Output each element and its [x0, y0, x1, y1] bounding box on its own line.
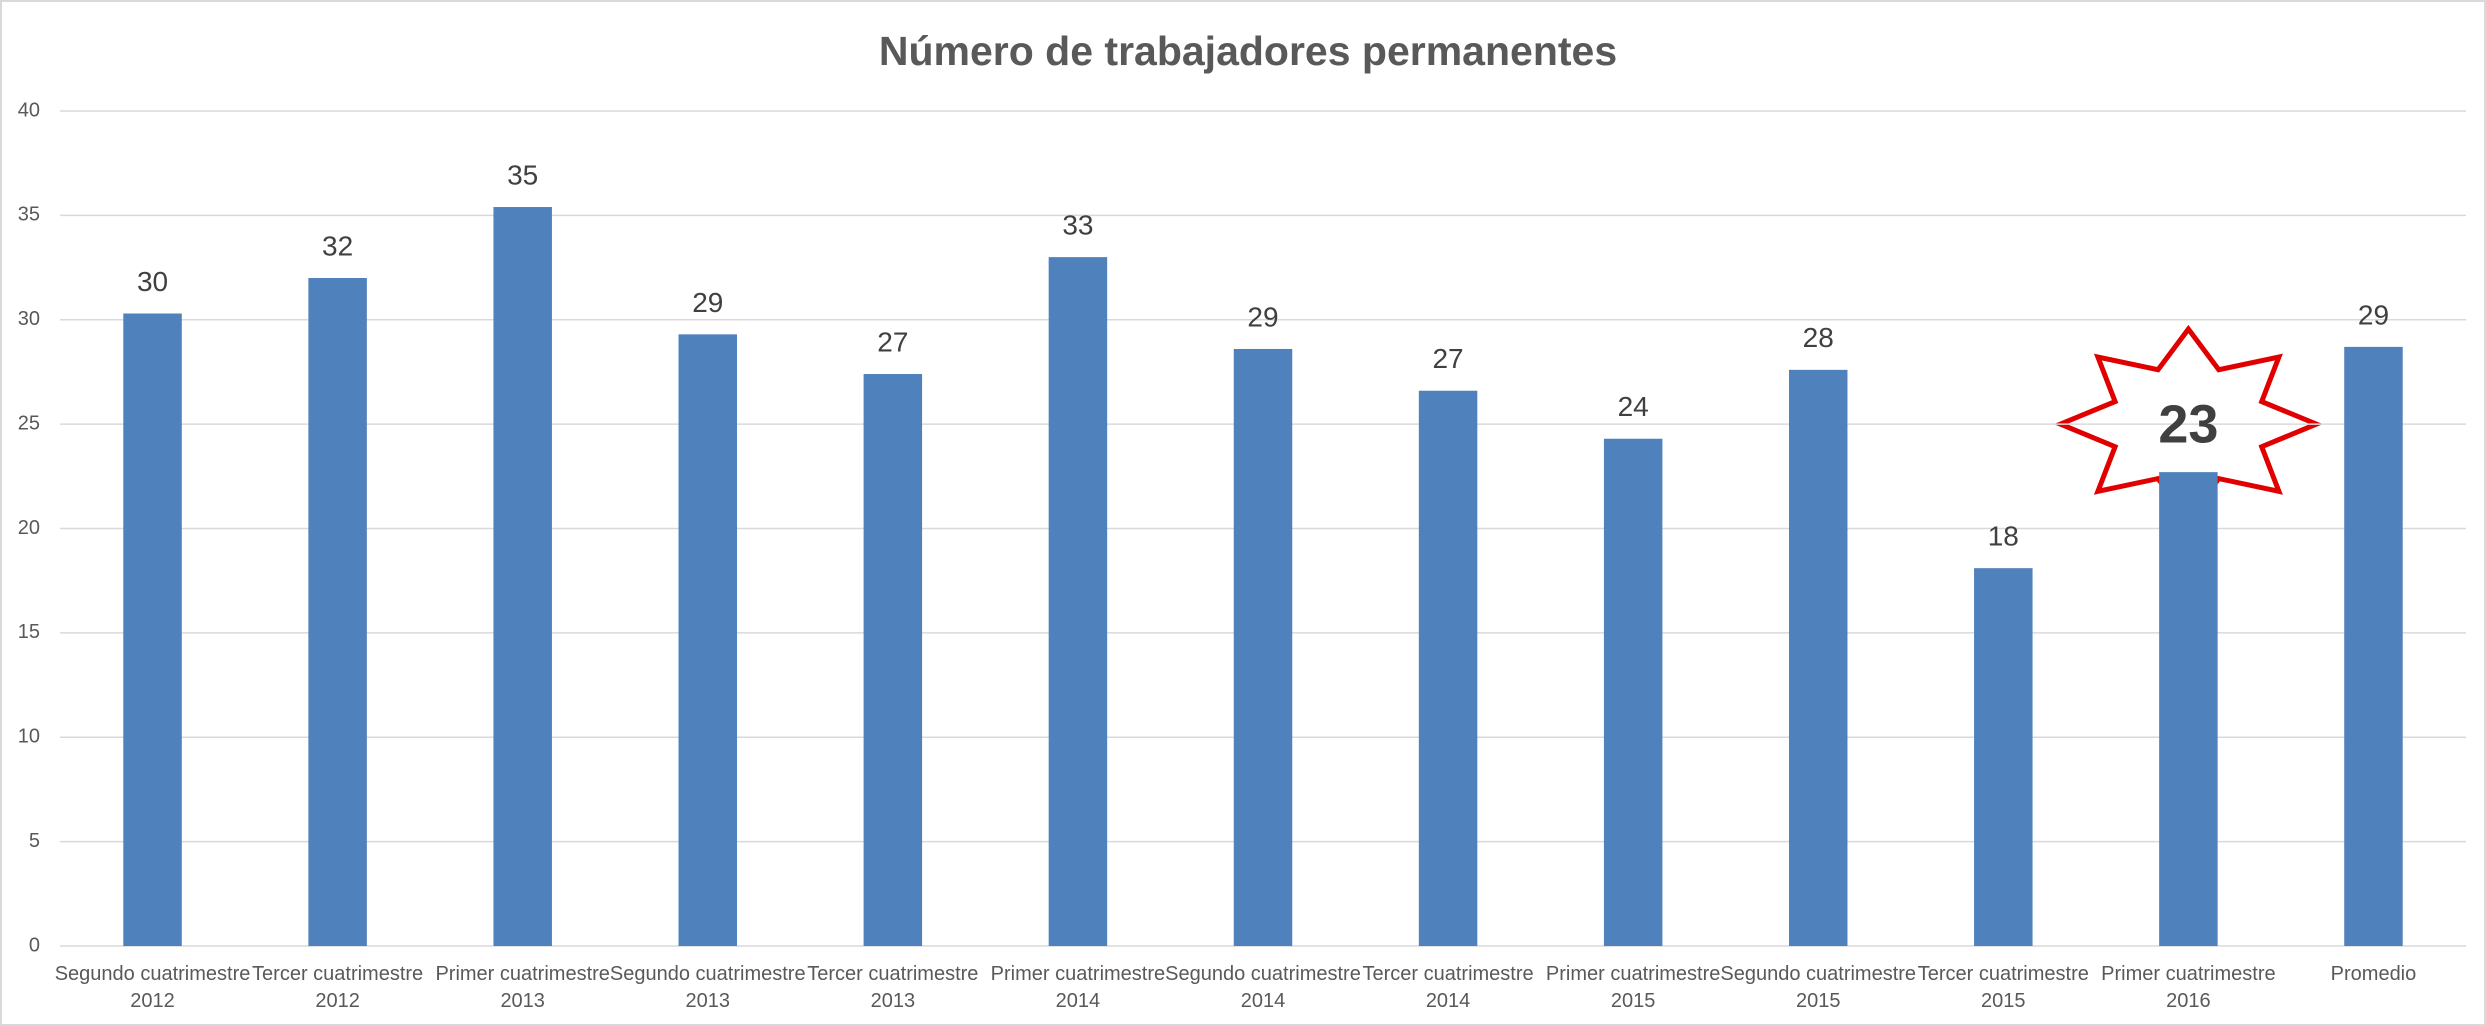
x-tick-line: 2012	[315, 990, 360, 1012]
x-tick-label: Primer cuatrimestre 2015	[1546, 963, 1720, 1012]
x-tick-line: 2015	[1796, 990, 1841, 1012]
data-label: 27	[1432, 343, 1463, 374]
x-tick-line: Primer cuatrimestre	[991, 963, 1165, 985]
x-tick-line: 2014	[1426, 990, 1471, 1012]
x-tick-line: Segundo cuatrimestre	[1165, 963, 1361, 985]
x-tick-line: 2013	[500, 990, 545, 1012]
bar	[308, 278, 367, 946]
x-tick-label: Tercer cuatrimestre 2015	[1918, 963, 2089, 1012]
bar	[1603, 438, 1663, 946]
x-tick-line: 2013	[686, 990, 731, 1012]
x-tick-label: Segundo cuatrimestre 2014	[1165, 963, 1361, 1012]
bar	[1233, 348, 1293, 947]
x-tick-line: Tercer cuatrimestre	[1918, 963, 2089, 985]
x-tick-line: Primer cuatrimestre	[1546, 963, 1720, 985]
x-tick-label: Tercer cuatrimestre 2012	[252, 963, 423, 1012]
data-label: 30	[137, 266, 168, 297]
x-tick-label: Primer cuatrimestre 2016	[2101, 963, 2275, 1012]
x-tick-line: Primer cuatrimestre	[435, 963, 609, 985]
x-tick-line: Primer cuatrimestre	[2101, 963, 2275, 985]
bar	[863, 374, 923, 946]
x-tick-line: Segundo cuatrimestre	[55, 963, 251, 985]
data-label: 29	[2358, 299, 2389, 330]
bar	[1418, 390, 1478, 947]
data-label: 33	[1062, 210, 1093, 241]
data-label: 29	[1247, 301, 1278, 332]
chart-title: Número de trabajadores permanentes	[879, 28, 1617, 74]
x-tick-line: 2015	[1981, 990, 2026, 1012]
x-tick-line: Segundo cuatrimestre	[610, 963, 806, 985]
x-tick-line: 2015	[1611, 990, 1656, 1012]
x-tick-label: Segundo cuatrimestre 2015	[1720, 963, 1916, 1012]
data-label: 29	[692, 287, 723, 318]
data-label: 24	[1618, 391, 1649, 422]
data-label: 27	[877, 326, 908, 357]
x-tick-line: Promedio	[2331, 963, 2417, 985]
y-tick-label: 25	[18, 412, 40, 434]
x-tick-line: Tercer cuatrimestre	[807, 963, 978, 985]
x-tick-line: 2013	[871, 990, 916, 1012]
y-tick-label: 20	[18, 517, 40, 539]
y-tick-label: 30	[18, 308, 40, 330]
bar	[1974, 568, 2033, 946]
bar	[2159, 472, 2218, 946]
x-tick-label: Primer cuatrimestre 2013	[435, 963, 609, 1012]
x-tick-line: Tercer cuatrimestre	[1362, 963, 1533, 985]
data-label: 23	[2158, 394, 2218, 454]
y-tick-label: 15	[18, 621, 40, 643]
x-tick-line: 2016	[2166, 990, 2211, 1012]
data-label: 32	[322, 230, 353, 261]
data-label: 28	[1803, 322, 1834, 353]
x-tick-label: Primer cuatrimestre 2014	[991, 963, 1165, 1012]
data-label: 35	[507, 159, 538, 190]
data-label: 18	[1988, 521, 2019, 552]
bar	[493, 207, 552, 946]
x-tick-label: Segundo cuatrimestre 2013	[610, 963, 806, 1012]
x-tick-line: Segundo cuatrimestre	[1720, 963, 1916, 985]
x-tick-label: Promedio	[2331, 963, 2417, 985]
y-tick-label: 10	[18, 726, 40, 748]
y-tick-label: 35	[18, 204, 40, 226]
x-tick-line: 2014	[1056, 990, 1101, 1012]
bar	[2344, 346, 2403, 946]
x-tick-label: Tercer cuatrimestre 2014	[1362, 963, 1533, 1012]
bar	[678, 334, 738, 946]
bar	[123, 313, 182, 946]
y-tick-label: 40	[18, 99, 40, 121]
x-tick-label: Tercer cuatrimestre 2013	[807, 963, 978, 1012]
x-tick-label: Segundo cuatrimestre 2012	[55, 963, 251, 1012]
y-tick-label: 5	[29, 830, 40, 852]
bar	[1048, 257, 1108, 946]
x-tick-line: 2012	[130, 990, 175, 1012]
x-tick-line: Tercer cuatrimestre	[252, 963, 423, 985]
x-tick-line: 2014	[1241, 990, 1286, 1012]
y-tick-label: 0	[29, 934, 40, 956]
bar	[1788, 369, 1848, 947]
